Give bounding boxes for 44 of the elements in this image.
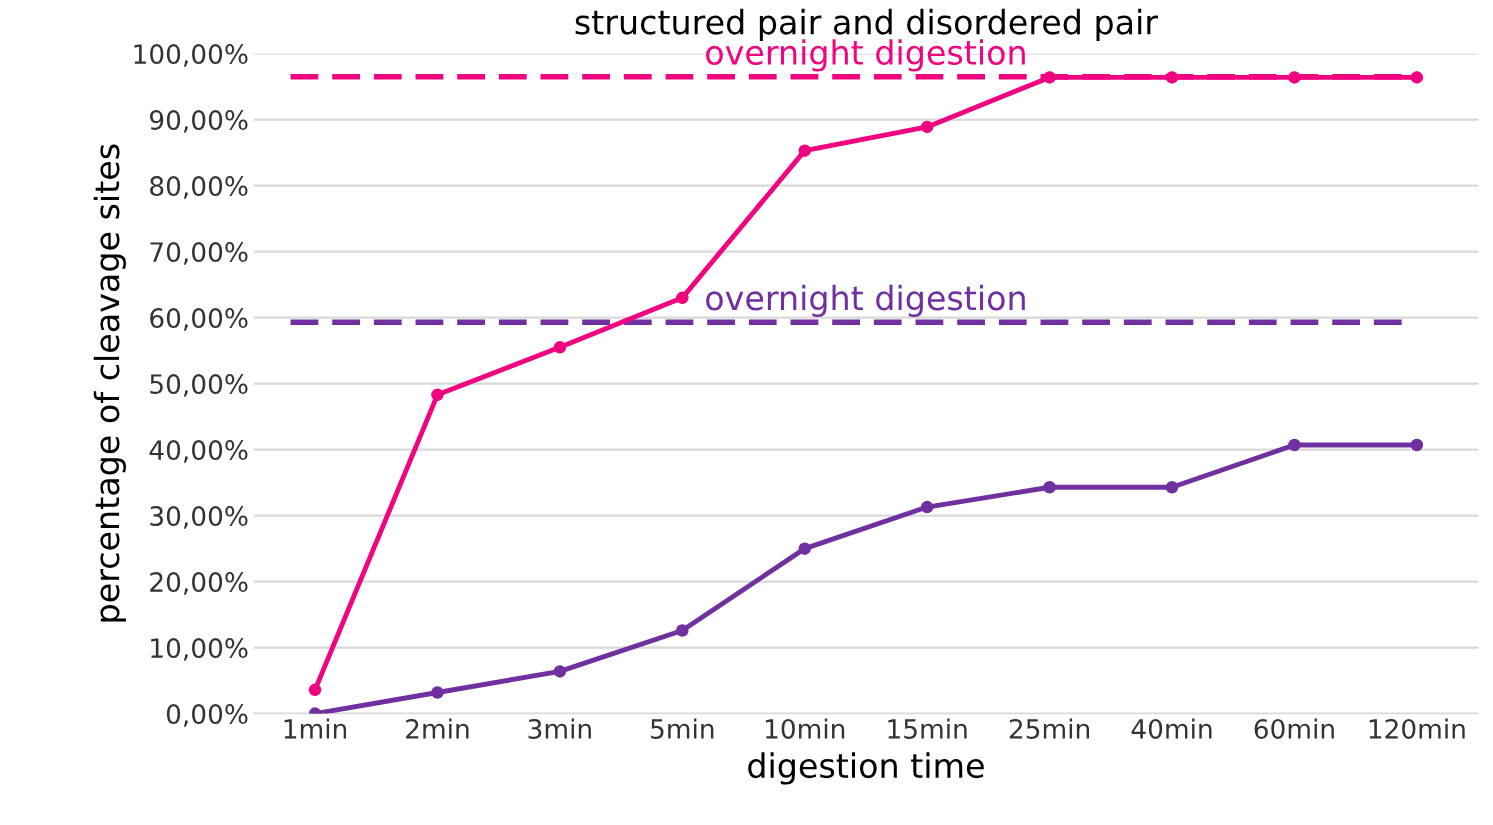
- point: [431, 388, 444, 402]
- ref-line-label: overnight digestion: [706, 39, 1025, 72]
- x-tick-label: 40min: [1131, 718, 1212, 739]
- point: [798, 144, 811, 157]
- y-tick-label: 80,00%: [150, 176, 248, 199]
- point: [1165, 71, 1179, 84]
- x-tick-label: 10min: [765, 718, 845, 739]
- y-tick-label: 60,00%: [150, 308, 248, 331]
- x-tick-label: 15min: [888, 718, 967, 739]
- x-tick-label: 120min: [1369, 718, 1465, 739]
- point: [553, 341, 567, 354]
- y-tick-label: 30,00%: [150, 506, 248, 529]
- ref-line-label: overnight digestion: [706, 284, 1025, 317]
- point: [676, 291, 689, 305]
- point: [1288, 438, 1301, 452]
- x-tick-label: 2min: [406, 718, 469, 739]
- point: [431, 686, 444, 699]
- x-tick-label: 1min: [284, 718, 347, 739]
- y-tick-label: 10,00%: [151, 638, 248, 661]
- point: [1410, 71, 1424, 84]
- point: [798, 542, 811, 555]
- point: [920, 120, 934, 134]
- point: [1288, 71, 1301, 84]
- y-tick-label: 70,00%: [150, 242, 248, 265]
- x-tick-label: 5min: [651, 718, 714, 739]
- point: [553, 665, 567, 678]
- point: [1043, 71, 1056, 84]
- point: [1410, 438, 1424, 452]
- point: [920, 500, 934, 514]
- point: [308, 683, 322, 697]
- point: [1043, 480, 1056, 494]
- y-tick-label: 100,00%: [134, 44, 248, 67]
- y-tick-label: 40,00%: [149, 440, 248, 463]
- y-tick-label: 0,00%: [166, 704, 248, 727]
- x-axis-title: digestion time: [748, 752, 984, 785]
- y-axis-title: percentage of cleavage sites: [93, 144, 126, 622]
- point: [1165, 480, 1179, 494]
- y-tick-label: 20,00%: [150, 572, 248, 595]
- point: [676, 624, 689, 637]
- x-tick-label: 60min: [1254, 718, 1334, 739]
- x-tick-label: 3min: [528, 718, 591, 739]
- y-tick-label: 50,00%: [150, 374, 248, 397]
- x-tick-label: 25min: [1009, 718, 1090, 739]
- y-tick-label: 90,00%: [149, 110, 248, 133]
